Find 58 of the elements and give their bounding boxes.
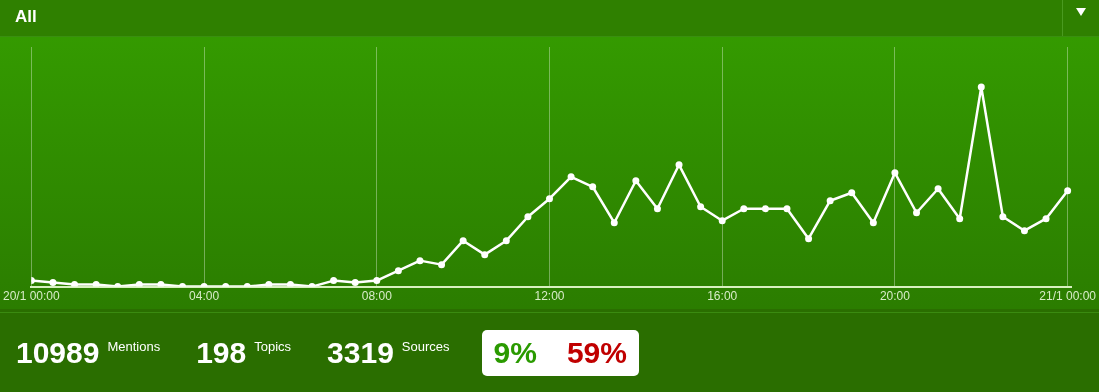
chart-title: All xyxy=(15,7,37,27)
x-tick-label: 08:00 xyxy=(361,289,393,304)
point xyxy=(934,185,942,193)
text: Mentions xyxy=(107,339,161,354)
x-tick-label: 04:00 xyxy=(189,289,220,304)
x-tick-label: 20/1 00:00 xyxy=(3,289,61,304)
point xyxy=(826,197,834,205)
point xyxy=(632,177,640,185)
point xyxy=(502,237,510,245)
point xyxy=(373,277,381,285)
point xyxy=(913,209,921,217)
text: Topics xyxy=(254,339,292,354)
x-tick-label: 21/1 00:00 xyxy=(1039,289,1097,304)
point xyxy=(71,281,79,287)
point xyxy=(999,213,1007,221)
point xyxy=(157,281,165,287)
point xyxy=(653,205,661,213)
point xyxy=(610,219,618,227)
point xyxy=(286,281,294,287)
text: 59% xyxy=(566,335,627,370)
point xyxy=(869,219,877,227)
x-tick-label: 20:00 xyxy=(879,289,911,304)
point xyxy=(135,281,143,287)
point xyxy=(524,213,532,221)
point xyxy=(351,279,359,287)
point xyxy=(1064,187,1072,195)
point xyxy=(49,279,57,287)
point xyxy=(956,215,964,223)
point xyxy=(394,267,402,275)
point xyxy=(546,195,553,203)
point xyxy=(589,183,597,191)
point xyxy=(783,205,791,213)
point xyxy=(718,217,726,225)
point xyxy=(697,203,705,211)
text: Sources xyxy=(401,339,450,354)
point xyxy=(416,257,424,265)
point xyxy=(1020,227,1028,235)
point xyxy=(977,83,985,91)
text: 198 xyxy=(196,335,247,370)
point xyxy=(1042,215,1050,223)
point xyxy=(459,237,467,245)
point xyxy=(330,277,338,285)
point xyxy=(805,235,813,243)
point xyxy=(675,161,683,169)
point xyxy=(848,189,856,197)
text: 9% xyxy=(493,335,537,370)
point xyxy=(891,169,899,177)
point xyxy=(481,251,489,259)
x-tick-label: 12:00 xyxy=(534,289,565,304)
point xyxy=(761,205,769,213)
point xyxy=(265,281,273,287)
point xyxy=(567,173,575,181)
point xyxy=(438,261,446,269)
text: 3319 xyxy=(327,335,394,370)
x-tick-label: 16:00 xyxy=(707,289,738,304)
point xyxy=(92,281,100,287)
point xyxy=(740,205,748,213)
text: 10989 xyxy=(16,335,100,370)
